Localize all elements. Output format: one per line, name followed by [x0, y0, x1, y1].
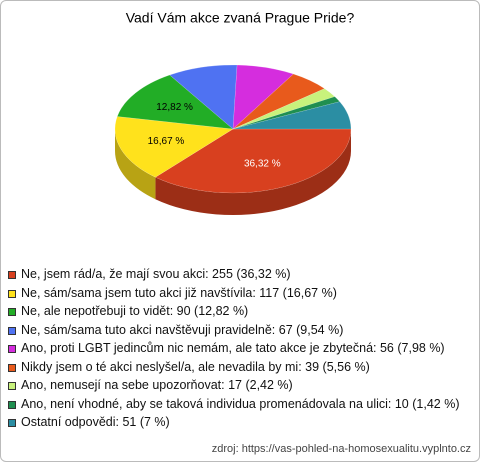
- slice-side: [115, 129, 156, 200]
- slice: [114, 116, 234, 178]
- legend-item: Ne, sám/sama jsem tuto akci již navštívi…: [7, 285, 479, 301]
- legend-label: Ne, sám/sama tuto akci navštěvuji pravid…: [21, 322, 344, 337]
- legend-label: Ne, sám/sama jsem tuto akci již navštívi…: [21, 285, 337, 300]
- slice-side: [155, 129, 351, 215]
- legend-swatch: [8, 345, 16, 353]
- slice: [232, 73, 326, 130]
- source: zdroj: https://vas-pohled-na-homosexuali…: [211, 443, 471, 455]
- legend-swatch: [8, 382, 16, 390]
- legend-item: Ne, sám/sama tuto akci navštěvuji pravid…: [7, 322, 479, 338]
- slice-label: 36,32 %: [244, 159, 281, 170]
- legend-item: Ano, proti LGBT jedincům nic nemám, ale …: [7, 341, 479, 356]
- legend-swatch: [8, 363, 16, 372]
- legend-item: Ne, jsem rád/a, že mají svou akci: 255 (…: [7, 267, 479, 282]
- legend-swatch: [8, 419, 16, 427]
- legend-swatch: [8, 289, 16, 298]
- slice: [232, 101, 352, 130]
- legend-item: Ne, ale nepotřebuji to vidět: 90 (12,82 …: [7, 304, 479, 319]
- slice: [116, 74, 234, 130]
- legend-label: Nikdy jsem o té akci neslyšel/a, ale nev…: [21, 359, 370, 374]
- slice: [154, 128, 352, 194]
- legend-label: Ano, nemusejí na sebe upozorňovat: 17 (2…: [21, 378, 293, 392]
- legend-item: Ano, nemusejí na sebe upozorňovat: 17 (2…: [7, 378, 479, 393]
- legend-label: Ne, ale nepotřebuji to vidět: 90 (12,82 …: [21, 304, 249, 318]
- legend-label: Ne, jsem rád/a, že mají svou akci: 255 (…: [21, 267, 291, 281]
- legend-item: Ostatní odpovědi: 51 (7 %): [7, 415, 479, 430]
- legend-label: Ano, není vhodné, aby se taková individu…: [21, 396, 460, 411]
- legend-item: Ano, není vhodné, aby se taková individu…: [7, 396, 479, 412]
- pie-area: Vadí Vám akce zvaná Prague Pride? 36,32 …: [114, 10, 355, 215]
- slice: [169, 64, 238, 130]
- slice: [232, 96, 341, 130]
- legend-swatch: [8, 326, 16, 335]
- legend-item: Nikdy jsem o té akci neslyšel/a, ale nev…: [7, 359, 479, 375]
- legend-swatch: [8, 271, 16, 279]
- slice-label: 12,82 %: [156, 102, 193, 113]
- slice: [232, 88, 336, 130]
- legend-swatch: [8, 308, 16, 316]
- legend-label: Ostatní odpovědi: 51 (7 %): [21, 415, 170, 429]
- slice-label: 16,67 %: [148, 136, 185, 147]
- legend-label: Ano, proti LGBT jedincům nic nemám, ale …: [21, 341, 445, 355]
- slice: [232, 64, 294, 130]
- chart-title: Vadí Vám akce zvaná Prague Pride?: [126, 10, 355, 26]
- legend-swatch: [8, 400, 16, 409]
